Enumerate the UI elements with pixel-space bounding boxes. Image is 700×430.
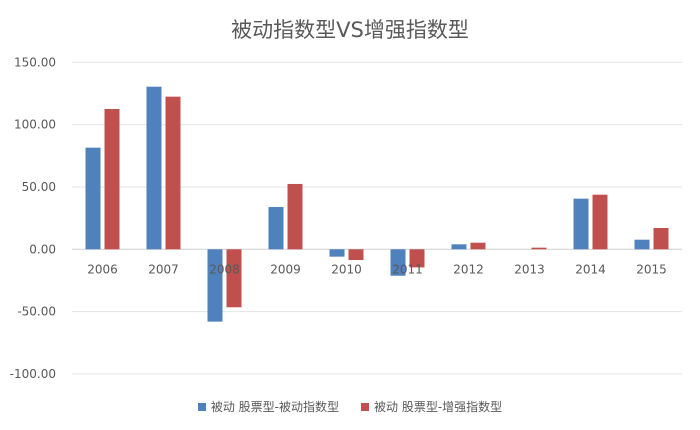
x-tick-label: 2012 — [453, 262, 484, 276]
x-tick-label: 2011 — [392, 262, 423, 276]
bar-passive-2009 — [268, 207, 284, 250]
y-tick-label: 100.00 — [14, 118, 56, 132]
legend-swatch-enhanced — [361, 402, 369, 411]
bar-enhanced-2009 — [287, 183, 303, 250]
legend-item-passive[interactable]: 被动 股票型-被动指数型 — [197, 398, 339, 415]
y-tick-label: 0.00 — [29, 242, 56, 256]
bar-enhanced-2014 — [592, 194, 608, 250]
x-tick-label: 2007 — [148, 262, 179, 276]
bar-enhanced-2011 — [409, 249, 425, 268]
x-tick-label: 2015 — [636, 262, 667, 276]
bar-passive-2006 — [85, 147, 101, 250]
x-tick-label: 2008 — [209, 262, 240, 276]
bar-passive-2011 — [390, 249, 406, 276]
bar-enhanced-2015 — [653, 227, 669, 250]
x-tick-label: 2010 — [331, 262, 362, 276]
bar-enhanced-2006 — [104, 109, 120, 250]
legend-swatch-passive — [197, 402, 206, 411]
y-tick-label: -100.00 — [10, 367, 56, 381]
x-tick-label: 2014 — [575, 262, 606, 276]
bar-passive-2008 — [207, 249, 223, 322]
bar-enhanced-2012 — [470, 242, 486, 250]
legend-item-enhanced[interactable]: 被动 股票型-增强指数型 — [361, 398, 502, 415]
bar-passive-2007 — [146, 86, 162, 250]
bar-enhanced-2013 — [531, 247, 547, 250]
y-tick-label: -50.00 — [17, 305, 56, 319]
bar-enhanced-2008 — [226, 249, 242, 308]
bar-passive-2014 — [573, 198, 589, 250]
bar-passive-2015 — [634, 239, 650, 250]
legend: 被动 股票型-被动指数型 被动 股票型-增强指数型 — [0, 398, 700, 415]
x-tick-label: 2009 — [270, 262, 301, 276]
x-tick-label: 2006 — [87, 262, 118, 276]
x-tick-label: 2013 — [514, 262, 545, 276]
chart-title: 被动指数型VS增强指数型 — [231, 18, 469, 42]
y-tick-label: 150.00 — [14, 55, 56, 69]
bar-passive-2012 — [451, 244, 467, 250]
bar-enhanced-2007 — [165, 96, 181, 250]
bar-enhanced-2010 — [348, 249, 364, 261]
y-tick-label: 50.00 — [22, 180, 56, 194]
legend-label-enhanced: 被动 股票型-增强指数型 — [374, 400, 503, 414]
legend-label-passive: 被动 股票型-被动指数型 — [210, 400, 339, 414]
bar-passive-2010 — [329, 249, 345, 257]
